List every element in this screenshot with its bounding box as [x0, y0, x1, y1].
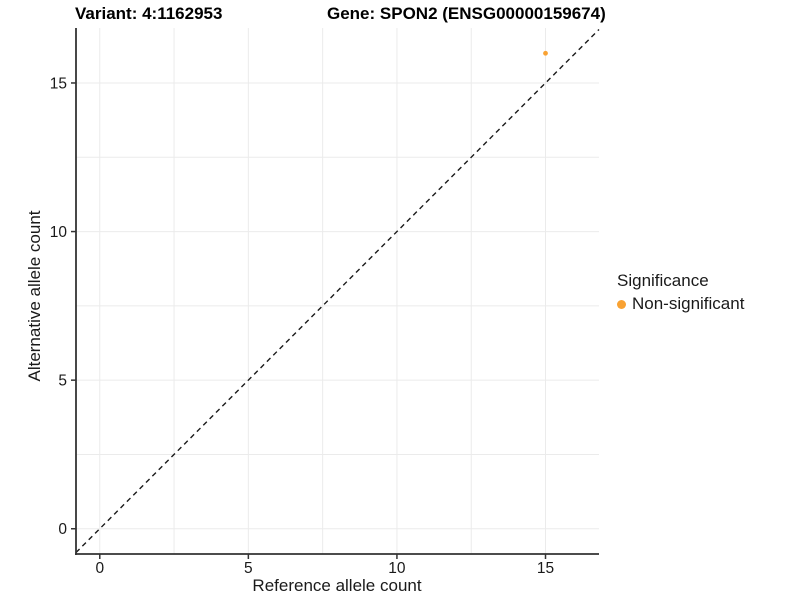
plot-title-variant: Variant: 4:1162953	[75, 4, 223, 23]
y-axis-tick-label: 15	[50, 75, 67, 92]
data-point	[543, 50, 548, 56]
y-axis-tick-label: 5	[58, 373, 67, 390]
legend-item-label: Non-significant	[632, 294, 745, 313]
y-axis-tick-label: 10	[50, 224, 68, 241]
x-axis-tick-label: 15	[537, 560, 554, 577]
legend-title: Significance	[617, 271, 709, 290]
x-axis-tick-label: 0	[95, 560, 104, 577]
x-axis-tick-label: 5	[244, 560, 253, 577]
plot-title-gene: Gene: SPON2 (ENSG00000159674)	[327, 4, 606, 23]
legend-item: Non-significant	[617, 294, 744, 314]
y-axis-tick-label: 0	[58, 521, 67, 538]
identity-line	[75, 28, 600, 554]
legend-point-icon	[617, 299, 626, 309]
x-axis-tick-label: 10	[388, 560, 406, 577]
x-axis-title: Reference allele count	[252, 576, 422, 595]
legend: Significance Non-significant	[617, 271, 744, 314]
